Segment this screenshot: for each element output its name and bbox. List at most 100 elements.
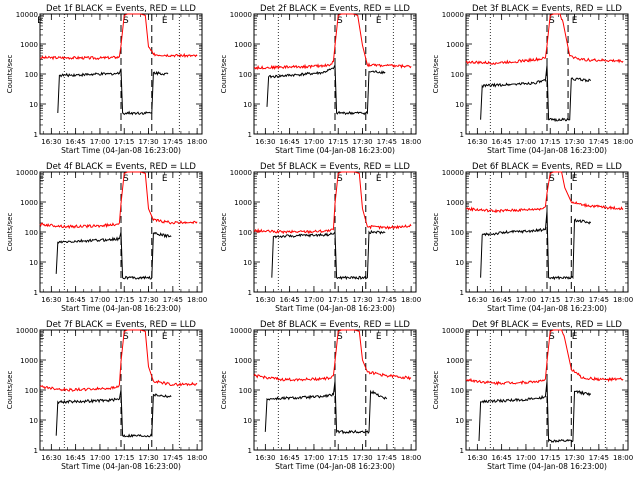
y-tick-label: 1 xyxy=(248,289,252,297)
y-tick-label: 10000 xyxy=(442,327,464,335)
x-tick-label: 17:45 xyxy=(377,138,397,146)
x-axis-label: Start Time (04-Jan-08 16:23:00) xyxy=(61,304,181,313)
series-black-line xyxy=(264,380,388,435)
x-tick-label: 17:00 xyxy=(304,454,324,462)
y-tick-label: 1000 xyxy=(234,199,252,207)
x-tick-label: 17:45 xyxy=(589,296,609,304)
x-tick-label: 18:00 xyxy=(613,296,633,304)
x-axis-label: Start Time (04-Jan-08 16:23:00) xyxy=(275,304,395,313)
y-tick-label: 1 xyxy=(34,289,38,297)
x-axis-label: Start Time (04-Jan-08 16:23:00) xyxy=(487,146,607,155)
chart-title: Det 8f BLACK = Events, RED = LLD xyxy=(260,320,410,330)
x-tick-label: 16:30 xyxy=(41,138,61,146)
series-black-line xyxy=(266,64,386,116)
y-axis-label: Counts/sec xyxy=(220,371,228,410)
y-tick-label: 1 xyxy=(460,289,464,297)
x-tick-label: 16:30 xyxy=(255,296,275,304)
x-tick-label: 16:30 xyxy=(41,296,61,304)
x-tick-label: 18:00 xyxy=(613,454,633,462)
marker-label: E xyxy=(162,332,168,342)
y-tick-label: 10000 xyxy=(230,327,252,335)
marker-label: E xyxy=(572,16,578,26)
x-tick-label: 17:45 xyxy=(163,454,183,462)
y-tick-label: 1000 xyxy=(20,199,38,207)
x-tick-label: 17:45 xyxy=(589,138,609,146)
series-black-line xyxy=(478,380,592,443)
series-red-line xyxy=(253,171,412,235)
marker-label: E xyxy=(39,332,45,342)
y-tick-label: 1000 xyxy=(20,357,38,365)
marker-label: S xyxy=(123,16,129,26)
y-tick-label: 10000 xyxy=(230,11,252,19)
x-tick-label: 17:30 xyxy=(564,138,584,146)
y-tick-label: 1000 xyxy=(234,357,252,365)
series-black-line xyxy=(480,210,592,281)
x-tick-label: 16:45 xyxy=(280,296,300,304)
x-tick-label: 18:00 xyxy=(613,138,633,146)
x-tick-label: 17:00 xyxy=(516,296,536,304)
x-tick-label: 16:45 xyxy=(492,138,512,146)
y-tick-label: 10000 xyxy=(16,169,38,177)
marker-label: S xyxy=(549,332,555,342)
series-red-line xyxy=(39,329,198,392)
x-tick-label: 17:45 xyxy=(377,296,397,304)
marker-label: S xyxy=(123,174,129,184)
marker-label: S xyxy=(549,16,555,26)
y-tick-label: 1000 xyxy=(234,41,252,49)
chart-title: Det 9f BLACK = Events, RED = LLD xyxy=(472,320,622,330)
x-tick-label: 17:00 xyxy=(304,296,324,304)
x-tick-label: 18:00 xyxy=(187,454,207,462)
y-tick-label: 1 xyxy=(460,131,464,139)
x-tick-label: 16:30 xyxy=(467,296,487,304)
x-tick-label: 17:15 xyxy=(540,454,560,462)
series-black-line xyxy=(55,389,172,438)
x-tick-label: 18:00 xyxy=(187,138,207,146)
x-tick-label: 17:00 xyxy=(90,138,110,146)
y-tick-label: 10000 xyxy=(442,11,464,19)
x-tick-label: 17:15 xyxy=(328,296,348,304)
x-axis-label: Start Time (04-Jan-08 16:23:00) xyxy=(487,304,607,313)
chart-title: Det 4f BLACK = Events, RED = LLD xyxy=(46,162,196,172)
x-tick-label: 17:30 xyxy=(352,454,372,462)
y-axis-label: Counts/sec xyxy=(432,55,440,94)
y-axis-label: Counts/sec xyxy=(432,213,440,252)
chart-panel-7: Det 7f BLACK = Events, RED = LLD 1 10 100 10… xyxy=(6,320,207,471)
y-tick-label: 10 xyxy=(243,259,252,267)
chart-panel-3: Det 3f BLACK = Events, RED = LLD 1 10 100 10… xyxy=(432,4,633,155)
x-tick-label: 18:00 xyxy=(187,296,207,304)
x-tick-label: 17:45 xyxy=(163,138,183,146)
series-black-line xyxy=(57,68,169,116)
marker-label: E xyxy=(572,174,578,184)
y-tick-label: 1000 xyxy=(20,41,38,49)
x-tick-label: 16:45 xyxy=(66,138,86,146)
y-tick-label: 10000 xyxy=(230,169,252,177)
series-black-line xyxy=(271,229,386,281)
x-tick-label: 18:00 xyxy=(401,138,421,146)
marker-label: S xyxy=(337,174,343,184)
x-tick-label: 18:00 xyxy=(401,454,421,462)
series-red-line xyxy=(39,171,198,230)
x-tick-label: 17:45 xyxy=(589,454,609,462)
x-tick-label: 16:30 xyxy=(255,138,275,146)
y-tick-label: 10 xyxy=(29,259,38,267)
y-tick-label: 1000 xyxy=(446,357,464,365)
x-tick-label: 17:30 xyxy=(564,454,584,462)
marker-label: E xyxy=(37,16,43,26)
y-tick-label: 1 xyxy=(248,131,252,139)
x-tick-label: 17:30 xyxy=(352,138,372,146)
y-tick-label: 10 xyxy=(455,259,464,267)
marker-label: E xyxy=(39,174,45,184)
y-tick-label: 10000 xyxy=(16,327,38,335)
y-tick-label: 100 xyxy=(451,71,464,79)
x-tick-label: 17:30 xyxy=(138,138,158,146)
x-tick-label: 17:00 xyxy=(516,454,536,462)
marker-label: E xyxy=(376,174,382,184)
marker-label: S xyxy=(549,174,555,184)
y-tick-label: 100 xyxy=(451,229,464,237)
x-tick-label: 17:00 xyxy=(90,454,110,462)
marker-label: E xyxy=(572,332,578,342)
x-tick-label: 17:15 xyxy=(328,454,348,462)
series-red-line xyxy=(466,171,624,214)
marker-label: E xyxy=(162,16,168,26)
x-tick-label: 17:45 xyxy=(377,454,397,462)
